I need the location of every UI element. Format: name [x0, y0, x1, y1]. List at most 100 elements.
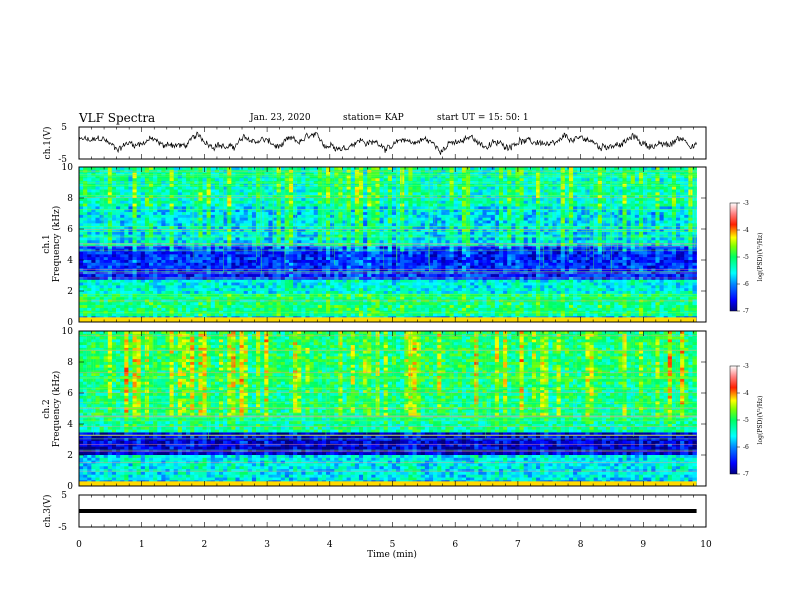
spectrogram-cell [223, 209, 228, 213]
spectrogram-cell [494, 167, 500, 171]
spectrogram-cell [404, 240, 409, 244]
spectrogram-cell [420, 257, 426, 261]
spectrogram-cell [235, 209, 240, 213]
spectrogram-cell [190, 254, 195, 258]
spectrogram-cell [527, 175, 533, 179]
spectrogram-cell [260, 175, 265, 179]
spectrogram-cell [284, 223, 290, 227]
spectrogram-cell [536, 214, 541, 219]
spectrogram-cell [412, 200, 417, 204]
spectrogram-cell [548, 195, 553, 199]
spectrogram-cell [630, 237, 636, 241]
spectrogram-cell [173, 203, 179, 207]
spectrogram-cell [140, 245, 146, 250]
spectrogram-cell [383, 234, 389, 238]
spectrogram-cell [132, 195, 137, 199]
spectrogram-cell [610, 251, 615, 255]
spectrogram-cell [367, 195, 372, 199]
spectrogram-cell [284, 189, 290, 193]
spectrogram-cell [305, 203, 310, 207]
spectrogram-cell [79, 178, 84, 182]
spectrogram-cell [206, 189, 212, 193]
spectrogram-cell [638, 251, 644, 255]
spectrogram-cell [256, 195, 261, 199]
spectrogram-cell [317, 212, 323, 216]
spectrogram-cell [103, 195, 109, 199]
spectrogram-cell [585, 175, 590, 179]
spectrogram-cell [634, 200, 640, 204]
spectrogram-cell [317, 200, 323, 204]
spectrogram-cell [120, 257, 125, 261]
spectrogram-cell [186, 189, 191, 193]
spectrogram-cell [634, 198, 640, 202]
spectrogram-cell [181, 200, 187, 204]
spectrogram-cell [684, 178, 689, 182]
spectrogram-cell [638, 229, 644, 233]
spectrogram-cell [564, 251, 570, 255]
spectrogram-cell [630, 206, 636, 210]
spectrogram-cell [157, 186, 162, 190]
spectrogram-cell [482, 223, 487, 227]
spectrogram-cell [507, 212, 512, 216]
spectrogram-cell [251, 167, 257, 171]
spectrogram-cell [519, 212, 524, 216]
spectrogram-cell [466, 217, 471, 221]
spectrogram-cell [177, 220, 183, 224]
spectrogram-cell [264, 192, 269, 196]
spectrogram-cell [350, 237, 356, 241]
spectrogram-cell [363, 237, 368, 241]
spectrogram-cell [264, 251, 269, 255]
spectrogram-cell [511, 237, 516, 241]
spectrogram-cell [490, 212, 496, 216]
spectrogram-cell [428, 240, 434, 244]
spectrogram-cell [367, 214, 372, 219]
spectrogram-cell [116, 200, 121, 204]
spectrogram-cell [383, 237, 389, 241]
spectrogram-cell [593, 223, 599, 227]
spectrogram-cell [634, 203, 640, 207]
spectrogram-cell [342, 203, 347, 207]
spectrogram-cell [449, 217, 454, 221]
spectrogram-cell [428, 192, 434, 196]
spectrogram-cell [288, 251, 294, 255]
spectrogram-cell [223, 223, 228, 227]
spectrogram-cell [647, 223, 652, 227]
spectrogram-cell [350, 195, 356, 199]
spectrogram-cell [692, 178, 697, 182]
spectrogram-cell [334, 234, 339, 238]
spectrogram-cell [157, 254, 162, 258]
spectrogram-cell [338, 217, 343, 221]
spectrogram-cell [293, 240, 298, 244]
spectrogram-cell [474, 212, 479, 216]
spectrogram-cell [247, 223, 253, 227]
spectrogram-cell [148, 212, 154, 216]
spectrogram-cell [667, 189, 673, 193]
spectrogram-cell [408, 234, 413, 238]
spectrogram-cell [391, 200, 397, 204]
spectrogram-cell [264, 223, 269, 227]
spectrogram-cell [350, 240, 356, 244]
spectrogram-cell [478, 189, 483, 193]
spectrogram-cell [638, 192, 644, 196]
spectrogram-cell [338, 223, 343, 227]
spectrogram-cell [445, 231, 450, 235]
spectrogram-cell [153, 175, 158, 179]
spectrogram-cell [346, 240, 352, 244]
spectrogram-cell [614, 223, 619, 227]
spectrogram-cell [330, 231, 335, 235]
spectrogram-cell [103, 231, 109, 235]
spectrogram-cell [486, 186, 492, 190]
spectrogram-cell [437, 240, 442, 244]
spectrogram-cell [169, 229, 174, 233]
spectrogram-cell [482, 217, 487, 221]
spectrogram-cell [358, 237, 364, 241]
spectrogram-cell [301, 198, 306, 202]
spectrogram-cell [260, 245, 265, 250]
spectrogram-cell [614, 203, 619, 207]
spectrogram-cell [227, 175, 232, 179]
spectrogram-cell [313, 231, 319, 235]
spectrogram-cell [268, 217, 273, 221]
spectrogram-cell [202, 198, 207, 202]
spectrogram-cell [260, 200, 265, 204]
spectrogram-cell [358, 254, 364, 258]
